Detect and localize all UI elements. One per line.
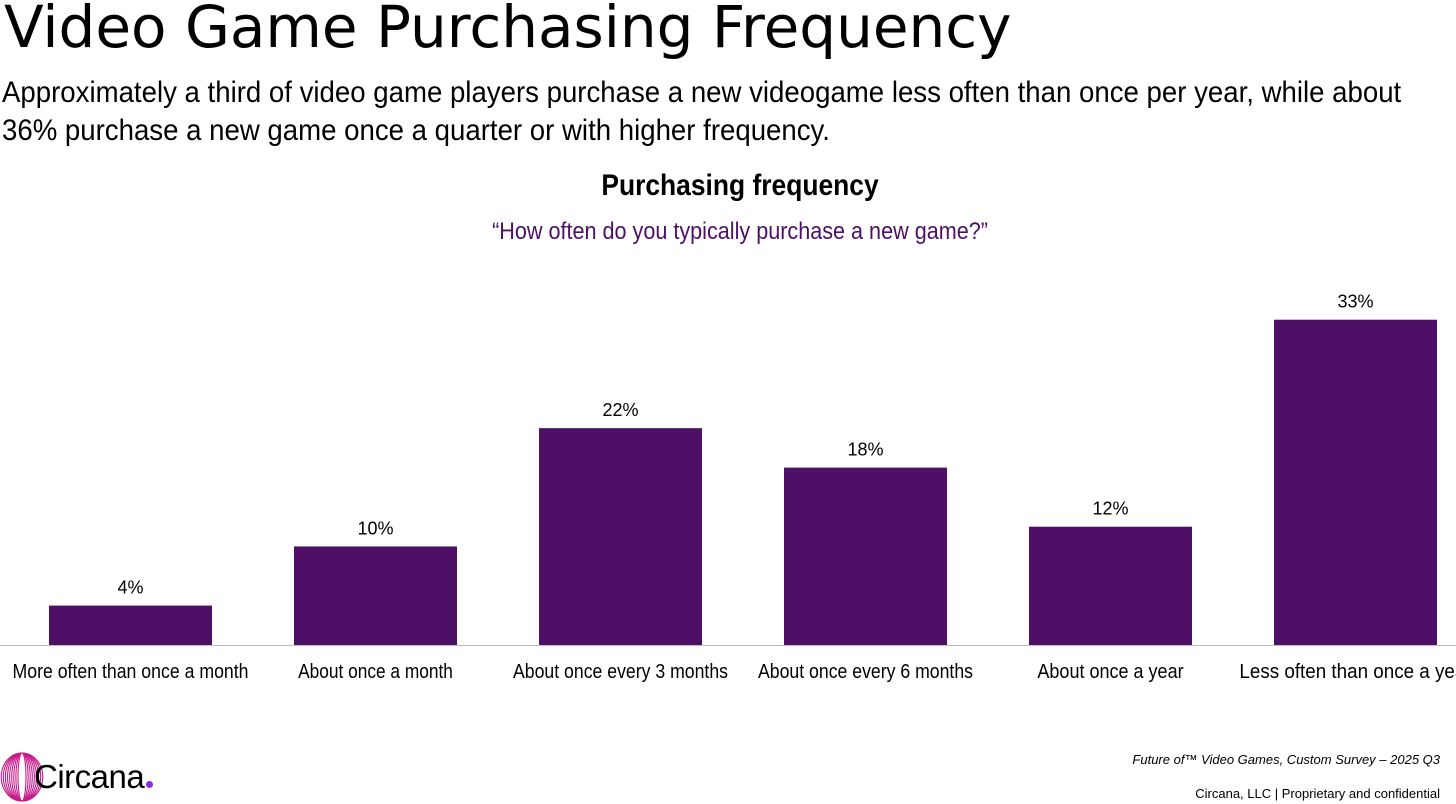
value-label-6: 33% — [1337, 292, 1373, 312]
category-label-6: Less often than once a year — [1239, 661, 1456, 683]
value-label-2: 10% — [357, 518, 393, 538]
chart-question: “How often do you typically purchase a n… — [492, 218, 988, 245]
category-label-1: More often than once a month — [13, 661, 249, 683]
bar-6 — [1274, 319, 1437, 645]
bar-5 — [1029, 526, 1192, 645]
bar-1 — [49, 605, 212, 645]
logo-ring — [0, 752, 44, 802]
category-label-4: About once every 6 months — [758, 661, 973, 683]
logo-wordmark: Circana — [34, 755, 154, 799]
category-label-5: About once a year — [1037, 661, 1183, 683]
bar-3 — [539, 428, 702, 645]
page-title: Video Game Purchasing Frequency — [4, 0, 1012, 61]
bar-2 — [294, 546, 457, 645]
circana-logo-icon — [0, 752, 44, 802]
value-label-5: 12% — [1092, 499, 1128, 519]
source-note: Future of™ Video Games, Custom Survey – … — [1132, 752, 1440, 767]
logo-ring — [17, 752, 27, 802]
bar-4 — [784, 467, 947, 645]
bars-layer — [49, 319, 1437, 645]
labels-layer: 4% More often than once a month 10% About o… — [13, 292, 1456, 683]
logo-ring — [11, 752, 33, 802]
logo-dot-icon — [146, 781, 154, 788]
logo-text: Circana — [34, 758, 145, 795]
chart-title: Purchasing frequency — [601, 169, 879, 202]
value-label-4: 18% — [847, 440, 883, 460]
copyright-footer: Circana, LLC | Proprietary and confident… — [1195, 786, 1440, 801]
category-label-3: About once every 3 months — [513, 661, 728, 683]
category-label-2: About once a month — [298, 661, 453, 683]
value-label-1: 4% — [117, 578, 143, 598]
value-label-3: 22% — [602, 400, 638, 420]
page-subtitle: Approximately a third of video game play… — [2, 76, 1402, 147]
